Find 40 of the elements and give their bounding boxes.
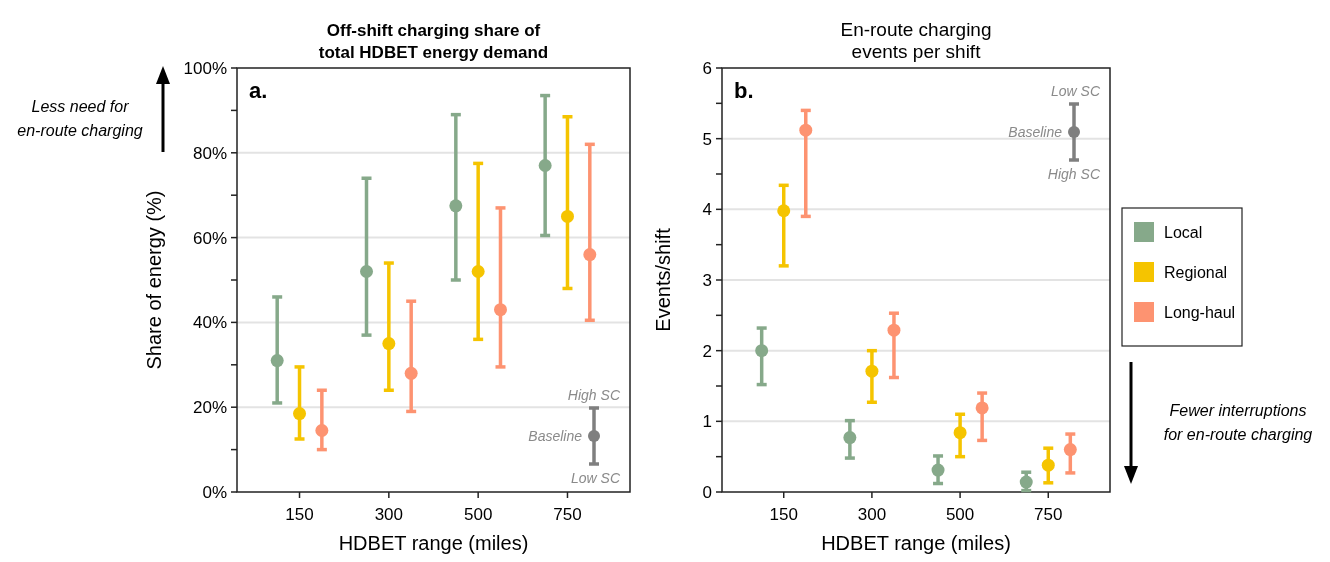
annotation: High SC (1047, 166, 1101, 182)
legend-label: Long-haul (1164, 303, 1236, 321)
y-tick-label: 4 (702, 200, 712, 220)
x-tick-label: 750 (553, 505, 582, 524)
y-tick-label: 60% (192, 228, 227, 248)
x-axis-title: HDBET range (miles) (338, 532, 529, 554)
y-tick-label: 100% (183, 58, 227, 78)
annotation: High SC (567, 387, 621, 403)
annotation: Baseline (528, 427, 583, 444)
x-tick-label: 150 (285, 505, 314, 524)
annotation: a. (249, 78, 268, 103)
annotation: Baseline (1008, 123, 1063, 140)
x-axis-title: HDBET range (miles) (821, 532, 1011, 554)
x-tick-label: 300 (857, 505, 887, 524)
x-tick-label: 750 (1034, 505, 1063, 524)
chart-title: Off-shift charging share of total HDBET energy demand (318, 21, 549, 62)
y-tick-label: 20% (192, 398, 227, 418)
legend-label: Local (1164, 223, 1203, 241)
y-tick-label: 1 (702, 412, 712, 432)
y-axis-title: Share of energy (%) (143, 190, 165, 370)
text: Less need for en-route charging (17, 98, 143, 139)
y-tick-label: 0 (702, 482, 712, 502)
x-tick-label: 150 (769, 505, 798, 524)
annotation: Low SC (1050, 83, 1101, 99)
annotation: Low SC (570, 470, 621, 486)
x-tick-label: 500 (945, 505, 975, 524)
y-axis-title: Events/shift (652, 227, 674, 332)
y-tick-label: 5 (702, 129, 712, 149)
y-tick-label: 3 (702, 270, 712, 290)
y-tick-label: 80% (192, 143, 227, 163)
annotation: b. (734, 78, 754, 103)
text: Fewer interruptions for en-route charging (1163, 402, 1313, 443)
y-tick-label: 2 (702, 341, 712, 361)
x-tick-label: 500 (463, 505, 493, 524)
chart-title: En-route charging events per shift (840, 19, 992, 62)
y-tick-label: 0% (202, 482, 227, 502)
x-tick-label: 300 (374, 505, 404, 524)
y-tick-label: 40% (192, 313, 227, 333)
y-tick-label: 6 (702, 58, 712, 78)
legend-label: Regional (1164, 263, 1228, 281)
